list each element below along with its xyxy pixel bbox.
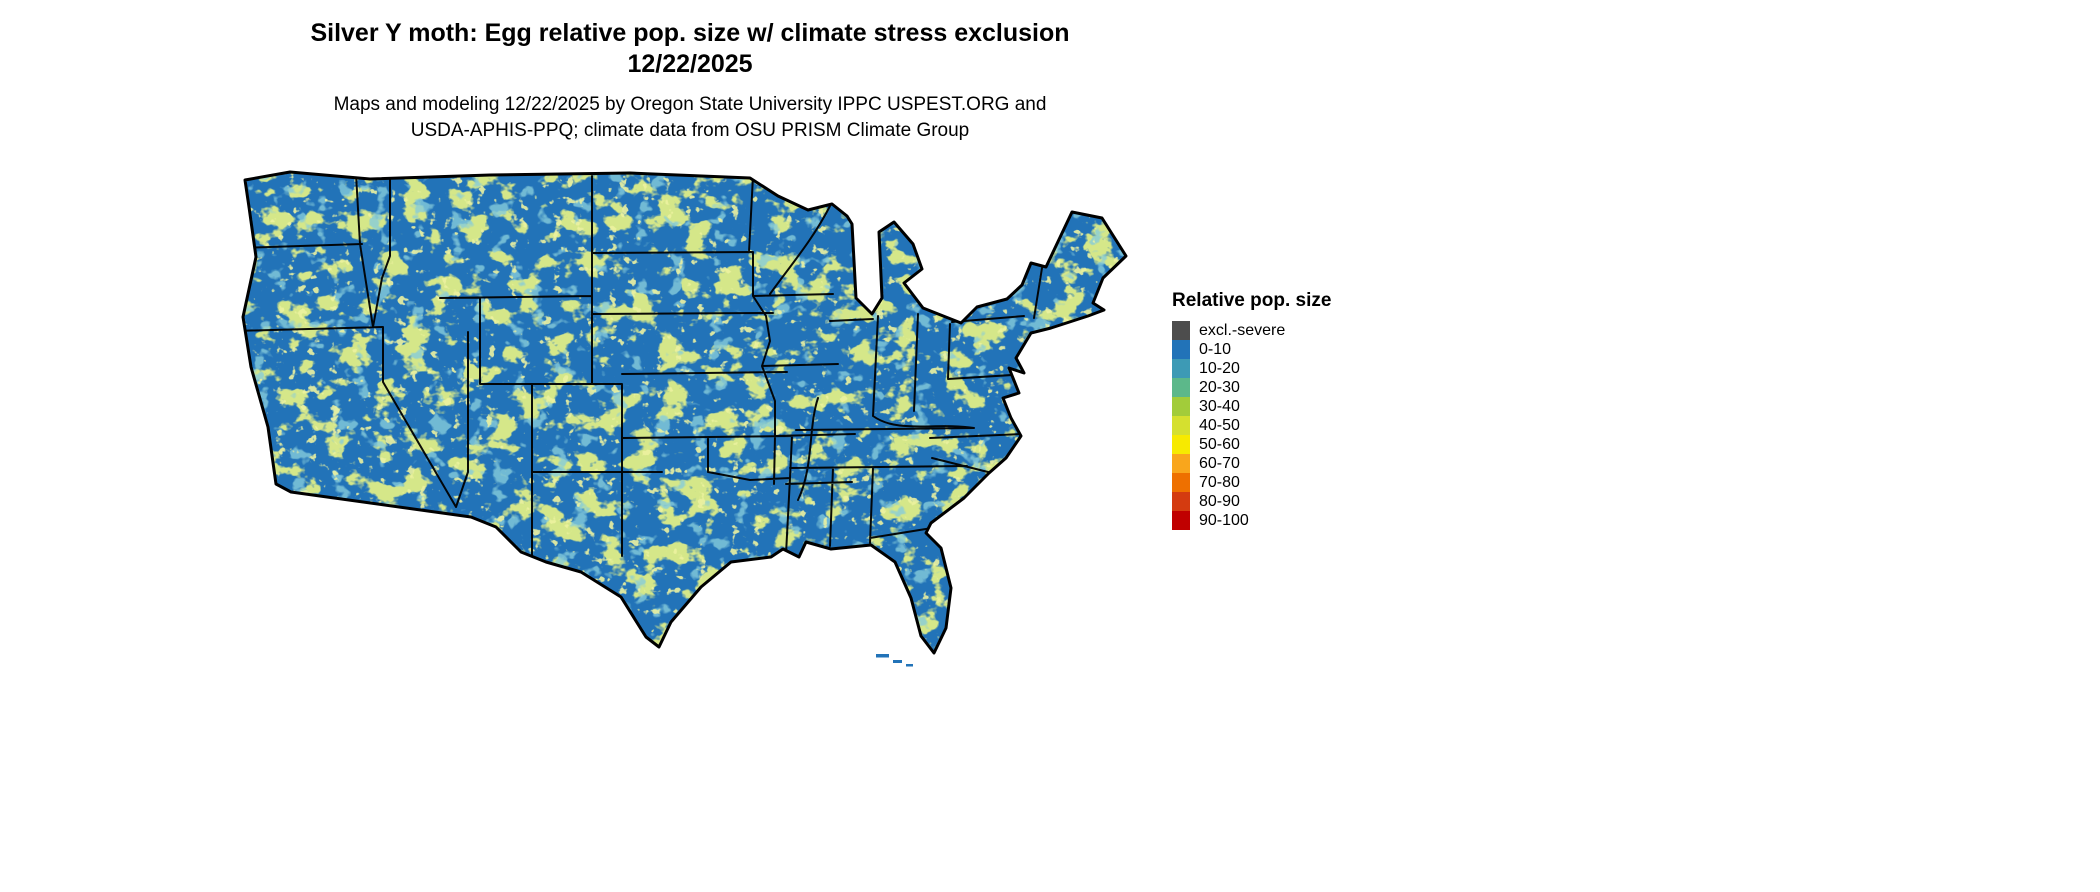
- legend-swatch: [1172, 397, 1190, 416]
- legend-row: 20-30: [1172, 378, 1402, 397]
- us-outline: [241, 170, 1128, 655]
- us-raster: [243, 172, 1126, 653]
- legend-row: 60-70: [1172, 454, 1402, 473]
- legend: Relative pop. size excl.-severe 0-10 10-20…: [1172, 290, 1402, 530]
- legend-label: 60-70: [1199, 455, 1240, 472]
- state-borders: [243, 173, 1043, 557]
- legend-title: Relative pop. size: [1172, 290, 1332, 311]
- legend-row: 70-80: [1172, 473, 1402, 492]
- legend-label: 40-50: [1199, 417, 1240, 434]
- subtitle: Maps and modeling 12/22/2025 by Oregon S…: [190, 92, 1190, 144]
- legend-row: 40-50: [1172, 416, 1402, 435]
- raster-yellow-speckles: [243, 172, 1126, 653]
- legend-label: 0-10: [1199, 341, 1232, 358]
- legend-items: excl.-severe 0-10 10-20 20-30 30-40 40-50 50-6…: [1172, 321, 1402, 530]
- legend-swatch: [1172, 321, 1190, 340]
- page-title-line2: 12/22/2025: [627, 50, 753, 78]
- legend-swatch: [1172, 378, 1190, 397]
- legend-row: 50-60: [1172, 435, 1402, 454]
- legend-row: 30-40: [1172, 397, 1402, 416]
- legend-swatch: [1172, 454, 1190, 473]
- legend-swatch: [1172, 435, 1190, 454]
- legend-row: 10-20: [1172, 359, 1402, 378]
- legend-swatch: [1172, 492, 1190, 511]
- legend-label: 50-60: [1199, 436, 1240, 453]
- legend-row: 80-90: [1172, 492, 1402, 511]
- legend-swatch: [1172, 359, 1190, 378]
- legend-label: 30-40: [1199, 398, 1240, 415]
- legend-swatch: [1172, 511, 1190, 530]
- header: Silver Y moth: Egg relative pop. size w/…: [190, 18, 1190, 144]
- subtitle-line2: USDA-APHIS-PPQ; climate data from OSU PR…: [410, 120, 970, 141]
- legend-swatch: [1172, 416, 1190, 435]
- us-map: [230, 166, 1140, 671]
- legend-label: 70-80: [1199, 474, 1240, 491]
- legend-swatch: [1172, 473, 1190, 492]
- legend-row: excl.-severe: [1172, 321, 1402, 340]
- legend-row: 0-10: [1172, 340, 1402, 359]
- legend-label: 20-30: [1199, 379, 1240, 396]
- legend-label: 90-100: [1199, 512, 1249, 529]
- legend-label: 10-20: [1199, 360, 1240, 377]
- legend-label: 80-90: [1199, 493, 1240, 510]
- legend-swatch: [1172, 340, 1190, 359]
- legend-row: 90-100: [1172, 511, 1402, 530]
- page-title-line1: Silver Y moth: Egg relative pop. size w/…: [310, 19, 1070, 47]
- legend-label: excl.-severe: [1199, 322, 1286, 339]
- florida-keys: [876, 654, 913, 667]
- us-map-svg: [241, 170, 1128, 667]
- subtitle-line1: Maps and modeling 12/22/2025 by Oregon S…: [333, 94, 1047, 115]
